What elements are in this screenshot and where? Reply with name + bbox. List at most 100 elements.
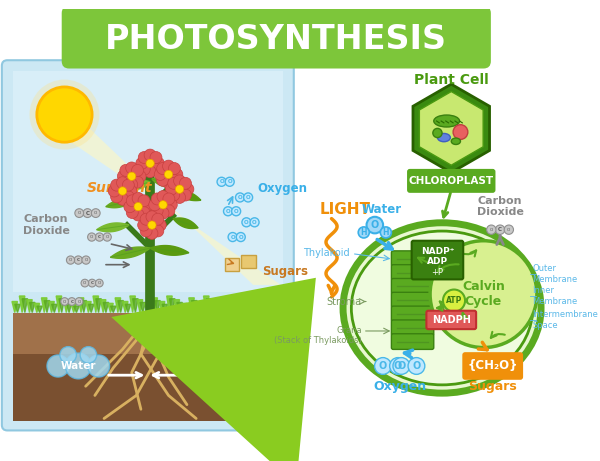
Circle shape xyxy=(126,195,138,207)
Circle shape xyxy=(91,209,100,218)
Circle shape xyxy=(81,279,89,287)
Circle shape xyxy=(152,213,164,225)
Text: O: O xyxy=(83,281,86,285)
Circle shape xyxy=(29,80,100,149)
Polygon shape xyxy=(93,296,98,313)
Text: LIGHT: LIGHT xyxy=(320,202,371,217)
Polygon shape xyxy=(81,301,86,313)
Circle shape xyxy=(144,149,156,161)
Circle shape xyxy=(138,163,150,175)
Circle shape xyxy=(224,207,233,216)
Circle shape xyxy=(389,358,406,374)
Polygon shape xyxy=(221,306,227,313)
Polygon shape xyxy=(413,84,490,172)
Circle shape xyxy=(487,225,496,234)
Text: H: H xyxy=(383,228,389,237)
Text: O: O xyxy=(246,195,250,200)
Circle shape xyxy=(168,177,180,189)
Text: Carbon
Dioxide: Carbon Dioxide xyxy=(23,214,70,236)
Ellipse shape xyxy=(437,133,451,142)
Ellipse shape xyxy=(352,231,533,385)
Circle shape xyxy=(250,218,259,227)
Polygon shape xyxy=(78,298,84,313)
Text: Carbon
Dioxide: Carbon Dioxide xyxy=(476,196,524,218)
Polygon shape xyxy=(191,301,197,313)
Text: O: O xyxy=(371,220,379,230)
Text: Oxygen: Oxygen xyxy=(373,380,426,393)
Circle shape xyxy=(164,170,173,178)
Circle shape xyxy=(122,179,134,191)
Circle shape xyxy=(230,355,253,377)
Polygon shape xyxy=(211,300,217,313)
Polygon shape xyxy=(233,301,239,313)
Polygon shape xyxy=(189,298,194,313)
Circle shape xyxy=(374,358,391,374)
Text: Water: Water xyxy=(361,203,401,216)
Circle shape xyxy=(504,225,514,234)
FancyBboxPatch shape xyxy=(13,313,283,421)
Circle shape xyxy=(152,157,164,169)
Polygon shape xyxy=(272,304,278,313)
Polygon shape xyxy=(120,166,143,173)
Text: O: O xyxy=(490,228,493,232)
Polygon shape xyxy=(12,301,17,313)
Text: O: O xyxy=(397,361,406,371)
Circle shape xyxy=(168,189,180,201)
FancyBboxPatch shape xyxy=(391,265,434,280)
Polygon shape xyxy=(199,304,205,313)
Polygon shape xyxy=(110,247,150,258)
Circle shape xyxy=(68,298,76,305)
Text: Calvin
Cycle: Calvin Cycle xyxy=(462,280,505,308)
Text: Grana
(Stack of Thylakoids): Grana (Stack of Thylakoids) xyxy=(274,326,362,345)
Polygon shape xyxy=(206,299,212,313)
Polygon shape xyxy=(88,304,94,313)
Circle shape xyxy=(217,177,226,186)
Circle shape xyxy=(236,232,245,242)
Circle shape xyxy=(393,358,410,374)
Polygon shape xyxy=(29,302,35,313)
Polygon shape xyxy=(175,190,201,201)
Circle shape xyxy=(232,207,241,216)
Circle shape xyxy=(138,207,150,219)
Polygon shape xyxy=(265,301,271,313)
FancyBboxPatch shape xyxy=(13,354,283,421)
Text: ATP: ATP xyxy=(446,296,462,305)
Text: Sunlight: Sunlight xyxy=(87,181,152,195)
Text: O: O xyxy=(252,220,257,225)
Polygon shape xyxy=(67,302,72,313)
FancyBboxPatch shape xyxy=(391,306,434,322)
Polygon shape xyxy=(145,303,150,313)
Text: O: O xyxy=(226,209,230,214)
Circle shape xyxy=(95,233,104,241)
Circle shape xyxy=(358,227,369,238)
FancyBboxPatch shape xyxy=(13,71,283,292)
Circle shape xyxy=(65,353,91,379)
Circle shape xyxy=(118,187,127,195)
Circle shape xyxy=(228,232,237,242)
FancyBboxPatch shape xyxy=(2,60,294,431)
Circle shape xyxy=(75,298,83,305)
Circle shape xyxy=(179,177,191,189)
Polygon shape xyxy=(108,303,113,313)
Circle shape xyxy=(124,201,136,213)
Circle shape xyxy=(140,201,152,213)
Text: O: O xyxy=(98,281,101,285)
Polygon shape xyxy=(162,304,167,313)
Ellipse shape xyxy=(451,138,460,144)
Circle shape xyxy=(134,202,142,211)
Text: PHOTOSYNTHESIS: PHOTOSYNTHESIS xyxy=(105,23,447,55)
Circle shape xyxy=(146,211,158,223)
Circle shape xyxy=(208,353,234,379)
FancyBboxPatch shape xyxy=(225,258,239,271)
Circle shape xyxy=(148,221,156,229)
Polygon shape xyxy=(122,301,128,313)
Circle shape xyxy=(137,219,149,231)
Circle shape xyxy=(132,192,144,204)
Text: O: O xyxy=(238,235,243,240)
FancyBboxPatch shape xyxy=(62,6,491,69)
Circle shape xyxy=(116,193,128,205)
Circle shape xyxy=(122,191,134,203)
Polygon shape xyxy=(167,296,172,313)
Circle shape xyxy=(152,225,164,237)
Circle shape xyxy=(126,207,138,219)
